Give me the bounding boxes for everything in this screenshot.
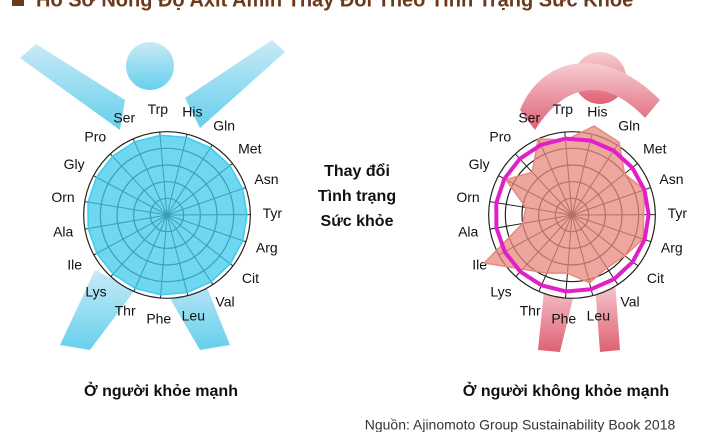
category-label: Asn xyxy=(254,171,278,187)
category-label: Gln xyxy=(618,117,640,133)
center-line: Thay đổi xyxy=(324,162,390,180)
category-label: Val xyxy=(620,294,639,310)
category-label: Arg xyxy=(256,239,278,255)
category-label: Ala xyxy=(53,224,73,240)
category-label: Gly xyxy=(469,156,490,172)
radar-area xyxy=(483,125,646,284)
category-label: Gln xyxy=(213,117,235,133)
category-label: Arg xyxy=(661,239,683,255)
title: Hồ Sơ Nồng Độ Axit Amin Thay Đổi Theo Tì… xyxy=(36,0,633,11)
category-label: Pro xyxy=(84,129,106,145)
category-label: Trp xyxy=(553,101,574,117)
category-label: Thr xyxy=(115,302,136,318)
category-label: Gly xyxy=(64,156,85,172)
category-label: Cit xyxy=(242,270,259,286)
category-label: Lys xyxy=(490,284,511,300)
category-label: Phe xyxy=(551,311,576,327)
caption: Ở người không khỏe mạnh xyxy=(463,381,669,400)
category-label: Orn xyxy=(456,189,479,205)
category-label: Leu xyxy=(587,308,610,324)
center-line: Sức khỏe xyxy=(321,213,394,230)
category-label: Ile xyxy=(67,256,82,272)
category-label: Tyr xyxy=(263,205,283,221)
center-text: Thay đổi Tình trạng Sức khỏe xyxy=(318,162,396,230)
category-label: Orn xyxy=(51,189,74,205)
category-label: Cit xyxy=(647,270,664,286)
category-label: Met xyxy=(643,141,666,157)
category-label: Asn xyxy=(659,171,683,187)
category-label: Thr xyxy=(520,302,541,318)
category-label: Trp xyxy=(148,101,169,117)
category-label: Phe xyxy=(146,311,171,327)
category-label: Ser xyxy=(518,109,540,125)
category-label: Tyr xyxy=(668,205,688,221)
source: Nguồn: Ajinomoto Group Sustainability Bo… xyxy=(365,417,676,432)
center-line: Tình trạng xyxy=(318,188,396,205)
category-label: His xyxy=(182,103,202,119)
caption: Ở người khỏe mạnh xyxy=(84,381,238,400)
radar-area xyxy=(87,134,248,296)
category-label: Ser xyxy=(113,109,135,125)
category-label: Leu xyxy=(182,308,205,324)
category-label: Met xyxy=(238,141,261,157)
radar-area xyxy=(494,136,651,294)
category-label: Ala xyxy=(458,224,478,240)
category-label: His xyxy=(587,103,607,119)
category-label: Ile xyxy=(472,256,487,272)
category-label: Lys xyxy=(85,284,106,300)
category-label: Val xyxy=(215,294,234,310)
category-label: Pro xyxy=(489,129,511,145)
title-marker xyxy=(12,0,24,6)
